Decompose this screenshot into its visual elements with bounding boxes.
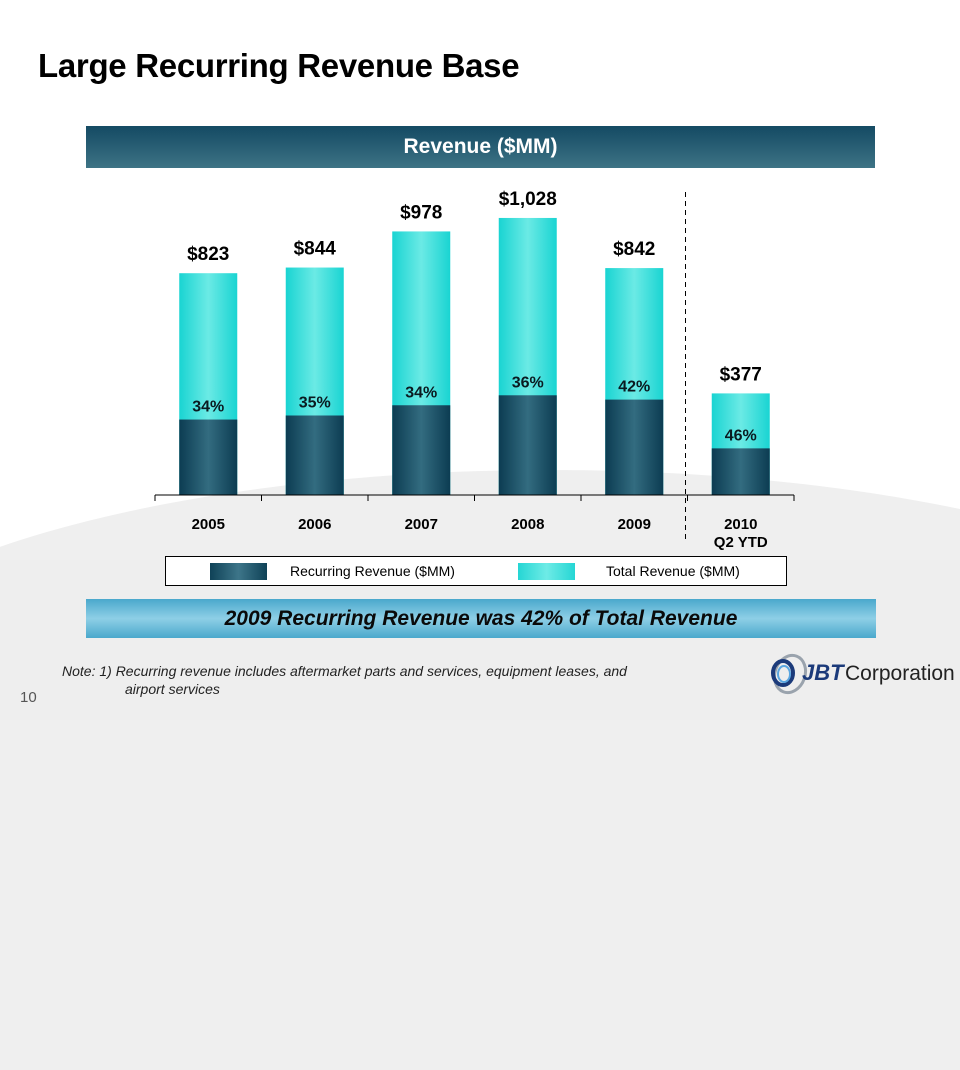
bar-recurring-4 — [605, 399, 664, 495]
background-footer — [0, 560, 960, 720]
recurring-percent-label: 35% — [299, 394, 331, 411]
x-tick-label: 2005 — [192, 516, 225, 533]
chart-legend: Recurring Revenue ($MM) Total Revenue ($… — [165, 556, 787, 586]
logo-ring-icon — [771, 653, 808, 695]
x-tick-label: 2009 — [618, 516, 651, 533]
legend-label-recurring: Recurring Revenue ($MM) — [290, 563, 455, 579]
x-tick-label: Q2 YTD — [714, 534, 768, 551]
total-value-label: $1,028 — [499, 189, 557, 210]
total-value-label: $823 — [187, 244, 229, 265]
footnote-line-2: airport services — [125, 681, 220, 697]
x-tick-label: 2007 — [405, 516, 438, 533]
footnote-line-1: Note: 1) Recurring revenue includes afte… — [62, 663, 627, 679]
recurring-percent-label: 42% — [618, 379, 650, 396]
bar-recurring-0 — [179, 419, 238, 495]
total-value-label: $844 — [294, 239, 337, 260]
x-tick-label: 2010 — [724, 516, 757, 533]
total-value-label: $978 — [400, 202, 442, 223]
takeaway-banner: 2009 Recurring Revenue was 42% of Total … — [86, 599, 876, 638]
logo-mark: JBT — [802, 660, 844, 685]
footnote: Note: 1) Recurring revenue includes afte… — [62, 662, 742, 698]
bar-recurring-1 — [285, 415, 344, 495]
total-value-label: $842 — [613, 239, 655, 260]
x-tick-label: 2008 — [511, 516, 544, 533]
slide-title: Large Recurring Revenue Base — [38, 47, 520, 84]
x-tick-label: 2006 — [298, 516, 331, 533]
bar-recurring-3 — [498, 395, 557, 495]
company-logo: JBT Corporation — [768, 650, 955, 700]
recurring-percent-label: 34% — [192, 399, 224, 416]
bar-recurring-2 — [392, 405, 451, 495]
total-value-label: $377 — [720, 364, 762, 385]
recurring-percent-label: 36% — [512, 374, 544, 391]
legend-swatch-total — [518, 563, 575, 580]
page-number: 10 — [20, 689, 37, 706]
legend-label-total: Total Revenue ($MM) — [606, 563, 740, 579]
logo-text: Corporation — [845, 662, 955, 685]
revenue-chart: $823 34% 2005 $844 35% 2006 $978 34% 2007 $1,028 3… — [154, 189, 795, 551]
chart-title-banner: Revenue ($MM) — [86, 126, 875, 168]
recurring-percent-label: 34% — [405, 384, 437, 401]
recurring-percent-label: 46% — [725, 427, 757, 444]
bar-recurring-5 — [711, 448, 770, 495]
legend-swatch-recurring — [210, 563, 267, 580]
